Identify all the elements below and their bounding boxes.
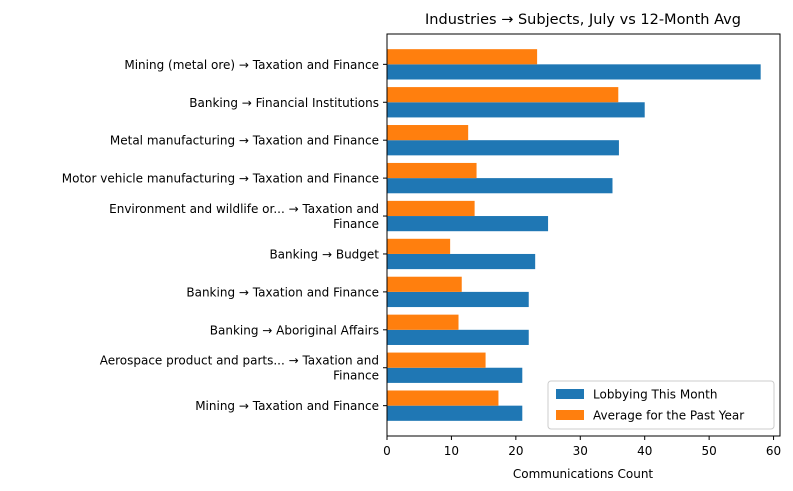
- y-tick-label: Banking → Financial Institutions: [189, 96, 379, 110]
- bar-past-year-avg-8: [387, 352, 486, 368]
- bar-this-month-6: [387, 291, 529, 308]
- chart-title: Industries → Subjects, July vs 12-Month …: [425, 12, 741, 28]
- x-axis-label: Communications Count: [513, 467, 654, 481]
- bar-past-year-avg-0: [387, 49, 538, 65]
- bar-this-month-4: [387, 216, 549, 232]
- plot-frame: [386, 33, 781, 437]
- bar-this-month-8: [387, 367, 523, 383]
- legend-label-average-past-year: Average for the Past Year: [593, 409, 744, 423]
- bar-this-month-7: [387, 329, 529, 345]
- bar-past-year-avg-7: [387, 314, 459, 330]
- x-tick-label: 10: [444, 444, 459, 458]
- bar-past-year-avg-3: [387, 162, 477, 179]
- y-tick-label: Banking → Taxation and Finance: [186, 285, 379, 299]
- bar-past-year-avg-1: [387, 87, 619, 103]
- bars-layer: [387, 49, 761, 421]
- bar-this-month-3: [387, 178, 613, 194]
- bar-past-year-avg-4: [387, 200, 475, 217]
- y-axis-ticks: Mining (metal ore) → Taxation and Financ…: [62, 58, 387, 413]
- legend: Lobbying This Month Average for the Past…: [547, 380, 775, 430]
- y-tick-label: Banking → Budget: [269, 247, 379, 261]
- bar-past-year-avg-9: [387, 390, 499, 406]
- legend-swatch-average-past-year: [556, 410, 584, 420]
- y-tick-label: Banking → Aboriginal Affairs: [210, 323, 379, 337]
- bar-this-month-9: [387, 405, 523, 421]
- x-tick-label: 20: [508, 444, 523, 458]
- bar-this-month-1: [387, 102, 645, 118]
- x-tick-label: 50: [701, 444, 716, 458]
- x-tick-label: 60: [766, 444, 781, 458]
- legend-label-lobbying-this-month: Lobbying This Month: [593, 388, 717, 402]
- bar-past-year-avg-2: [387, 125, 469, 141]
- x-tick-label: 30: [573, 444, 588, 458]
- y-tick-label: Mining → Taxation and Finance: [195, 399, 379, 413]
- y-tick-label: Mining (metal ore) → Taxation and Financ…: [124, 58, 379, 72]
- y-tick-label: Metal manufacturing → Taxation and Finan…: [110, 134, 379, 148]
- bar-this-month-2: [387, 140, 619, 156]
- bar-past-year-avg-6: [387, 276, 462, 292]
- bar-this-month-0: [387, 64, 761, 80]
- legend-box: [547, 380, 775, 430]
- x-axis-ticks: 0 10 20 30 40 50 60: [383, 436, 781, 458]
- y-tick-label: Motor vehicle manufacturing → Taxation a…: [62, 172, 379, 186]
- legend-swatch-lobbying-this-month: [556, 389, 584, 399]
- x-tick-label: 40: [637, 444, 652, 458]
- bar-this-month-5: [387, 253, 536, 270]
- y-tick-label: Environment and wildlife or... → Taxatio…: [109, 202, 379, 231]
- x-tick-label: 0: [383, 444, 391, 458]
- bar-past-year-avg-5: [387, 238, 451, 254]
- y-tick-label: Aerospace product and parts... → Taxatio…: [100, 354, 379, 383]
